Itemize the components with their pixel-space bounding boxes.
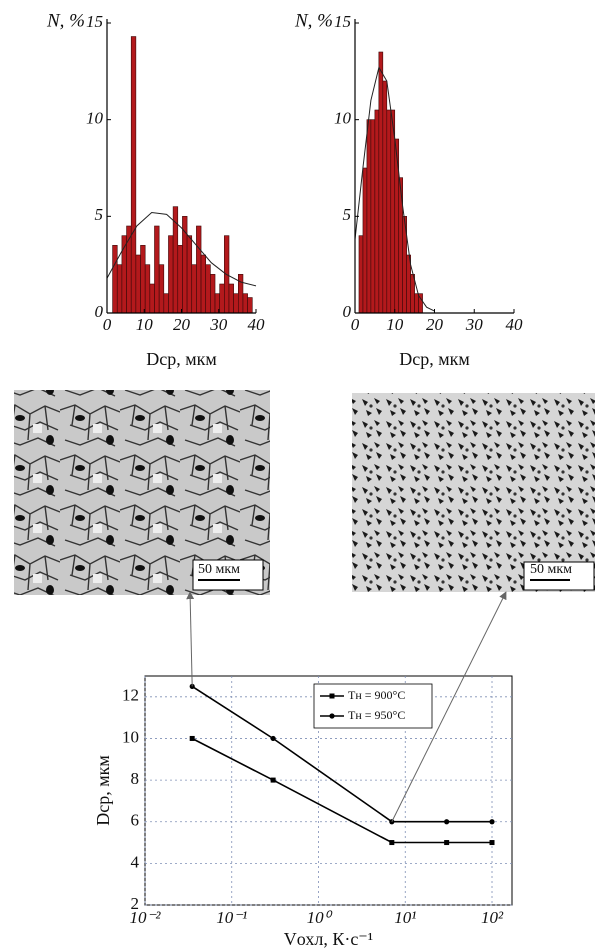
bar (362, 167, 368, 314)
bar (374, 109, 380, 314)
y-axis-label: N, % (294, 10, 333, 31)
x-tick-label: 10 (386, 315, 404, 334)
connector-arrow (186, 591, 195, 687)
bar (390, 109, 396, 314)
bar (247, 297, 253, 314)
x-tick-label: 10⁻² (129, 908, 161, 927)
bar (378, 51, 384, 314)
x-tick-label: 10⁻¹ (216, 908, 247, 927)
point (489, 819, 495, 825)
bar (196, 225, 202, 314)
x-tick-label: 0 (103, 315, 112, 334)
point (189, 735, 195, 741)
bar (191, 264, 197, 314)
x-tick-label: 10 (136, 315, 154, 334)
bar (140, 245, 146, 314)
bar (163, 293, 169, 314)
point (444, 819, 450, 825)
bar (116, 264, 123, 314)
y-tick-label: 5 (343, 205, 352, 224)
bar (233, 293, 239, 314)
y-tick-label: 4 (131, 852, 140, 871)
x-tick-label: 20 (426, 315, 444, 334)
bar (205, 264, 211, 314)
y-tick-label: 0 (95, 302, 104, 321)
connector-arrow (391, 591, 507, 822)
bar (112, 245, 118, 314)
bar (182, 216, 188, 314)
bar (186, 235, 193, 314)
bar (358, 235, 364, 314)
micrograph-2: 50 мкм (352, 393, 595, 592)
bar (200, 254, 207, 314)
bar (149, 283, 155, 314)
bar (366, 119, 372, 314)
legend-label: Tн = 900°C (348, 688, 405, 702)
x-tick-label: 0 (351, 315, 360, 334)
y-tick-label: 0 (343, 302, 352, 321)
x-tick-label: 10² (481, 908, 504, 927)
y-tick-label: 10 (86, 109, 104, 128)
bar (242, 293, 248, 314)
legend-box (313, 683, 433, 729)
bar (130, 36, 137, 314)
bar (177, 245, 183, 314)
legend-label: Tн = 950°C (348, 708, 405, 722)
y-tick-label: 15 (86, 12, 103, 31)
point (189, 683, 195, 690)
legend-marker (329, 693, 335, 699)
y-tick-label: 15 (334, 12, 351, 31)
bar (168, 235, 174, 314)
bar (382, 80, 388, 314)
x-tick-label: 20 (173, 315, 191, 334)
bar (414, 293, 419, 314)
legend-marker (329, 713, 335, 719)
bar (154, 225, 160, 314)
y-tick-label: 6 (131, 811, 140, 830)
bar (210, 274, 216, 314)
x-axis-label: Dср, мкм (146, 349, 217, 369)
x-tick-label: 30 (465, 315, 484, 334)
point (489, 840, 495, 846)
scale-box (523, 561, 595, 591)
bar (219, 283, 225, 314)
bar (410, 274, 415, 314)
y-tick-label: 2 (131, 894, 140, 913)
y-tick-label: 5 (95, 205, 104, 224)
y-axis-label: N, % (46, 10, 85, 31)
bar (386, 109, 392, 314)
micrograph-1: 50 мкм (14, 390, 270, 595)
y-tick-label: 10 (122, 727, 139, 746)
point (444, 840, 450, 846)
scale-label: 50 мкм (198, 562, 240, 577)
x-tick-label: 40 (506, 315, 524, 334)
x-axis-label: Vохл, К·с⁻¹ (284, 929, 373, 949)
point (389, 840, 395, 846)
bar (370, 119, 376, 314)
y-axis-label: Dср, мкм (93, 755, 113, 826)
bar (228, 283, 234, 314)
x-axis-label: Dср, мкм (399, 349, 470, 369)
x-tick-label: 40 (248, 315, 266, 334)
point (270, 735, 276, 742)
scale-box (192, 559, 264, 591)
bar (238, 274, 244, 314)
bar (135, 254, 141, 314)
y-tick-label: 12 (122, 686, 139, 705)
y-tick-label: 8 (131, 769, 140, 788)
fit-curve (106, 211, 257, 287)
micrograph-image (352, 393, 595, 592)
fit-curve (354, 66, 435, 312)
x-tick-label: 30 (209, 315, 228, 334)
x-tick-label: 10¹ (394, 908, 416, 927)
bar (158, 264, 165, 314)
bar (144, 264, 151, 314)
scale-label: 50 мкм (530, 562, 572, 577)
point (270, 777, 276, 783)
x-tick-label: 10⁰ (307, 908, 333, 927)
y-tick-label: 10 (334, 109, 352, 128)
